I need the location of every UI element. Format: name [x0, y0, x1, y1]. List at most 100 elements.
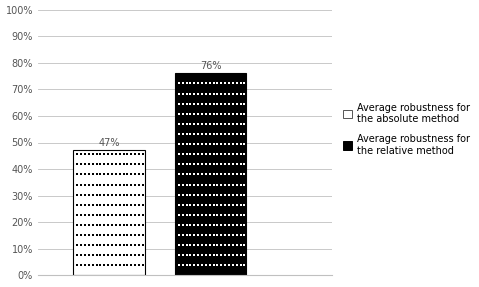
Point — [187, 132, 194, 136]
Point — [124, 253, 131, 257]
Point — [135, 243, 143, 247]
Point — [73, 223, 81, 227]
Point — [175, 213, 182, 217]
Point — [85, 253, 93, 257]
Point — [89, 263, 97, 268]
Point — [112, 213, 120, 217]
Point — [135, 192, 143, 197]
Point — [221, 202, 229, 207]
Point — [194, 182, 202, 187]
Point — [127, 243, 135, 247]
Point — [93, 213, 101, 217]
Point — [108, 192, 116, 197]
Point — [116, 152, 124, 156]
Point — [217, 172, 225, 177]
Point — [206, 182, 214, 187]
Point — [198, 233, 206, 237]
Point — [237, 142, 244, 146]
Point — [127, 202, 135, 207]
Point — [217, 182, 225, 187]
Point — [221, 182, 229, 187]
Point — [229, 91, 237, 96]
Point — [183, 142, 191, 146]
Point — [198, 172, 206, 177]
Point — [175, 101, 182, 106]
Point — [194, 81, 202, 86]
Point — [101, 152, 108, 156]
Point — [131, 253, 139, 257]
Point — [229, 202, 237, 207]
Point — [237, 152, 244, 156]
Point — [175, 243, 182, 247]
Point — [191, 81, 198, 86]
Point — [97, 162, 104, 166]
Point — [229, 192, 237, 197]
Point — [101, 213, 108, 217]
Point — [210, 81, 217, 86]
Point — [112, 263, 120, 268]
Point — [108, 152, 116, 156]
Point — [179, 91, 186, 96]
Point — [221, 233, 229, 237]
Point — [131, 152, 139, 156]
Point — [183, 263, 191, 268]
Point — [217, 243, 225, 247]
Point — [175, 172, 182, 177]
Point — [233, 152, 240, 156]
Point — [127, 263, 135, 268]
Point — [229, 111, 237, 116]
Point — [237, 192, 244, 197]
Point — [77, 243, 85, 247]
Point — [221, 142, 229, 146]
Point — [221, 243, 229, 247]
Point — [89, 213, 97, 217]
Point — [233, 253, 240, 257]
Point — [183, 111, 191, 116]
Point — [127, 192, 135, 197]
Point — [191, 132, 198, 136]
Point — [101, 223, 108, 227]
Point — [124, 233, 131, 237]
Point — [179, 263, 186, 268]
Point — [202, 192, 210, 197]
Point — [202, 172, 210, 177]
Point — [139, 172, 147, 177]
Point — [187, 253, 194, 257]
Point — [124, 263, 131, 268]
Point — [175, 111, 182, 116]
Point — [187, 172, 194, 177]
Point — [198, 152, 206, 156]
Point — [229, 182, 237, 187]
Point — [131, 263, 139, 268]
Point — [127, 162, 135, 166]
Point — [233, 91, 240, 96]
Point — [179, 213, 186, 217]
Point — [237, 223, 244, 227]
Point — [97, 182, 104, 187]
Point — [97, 253, 104, 257]
Point — [198, 101, 206, 106]
Point — [124, 192, 131, 197]
Point — [229, 223, 237, 227]
Point — [104, 263, 112, 268]
Point — [214, 101, 221, 106]
Point — [210, 192, 217, 197]
Point — [198, 132, 206, 136]
Point — [198, 122, 206, 126]
Point — [198, 91, 206, 96]
Point — [93, 162, 101, 166]
Point — [187, 111, 194, 116]
Point — [73, 243, 81, 247]
Point — [240, 182, 248, 187]
Point — [85, 233, 93, 237]
Point — [229, 243, 237, 247]
Point — [93, 253, 101, 257]
Point — [183, 213, 191, 217]
Point — [139, 192, 147, 197]
Point — [225, 243, 233, 247]
Point — [225, 213, 233, 217]
Point — [101, 192, 108, 197]
Point — [124, 202, 131, 207]
Point — [202, 101, 210, 106]
Point — [116, 202, 124, 207]
